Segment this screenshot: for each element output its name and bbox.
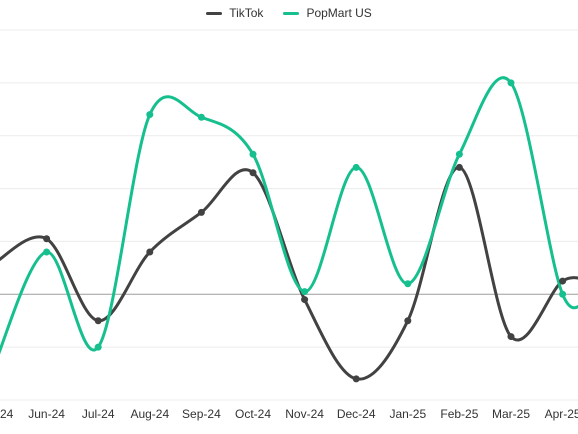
data-point-popmart-us-9 <box>455 150 463 158</box>
series-line-popmart-us <box>0 76 578 355</box>
data-point-tiktok-10 <box>507 333 515 341</box>
legend-item-popmart-us[interactable]: PopMart US <box>283 6 372 20</box>
x-tick-label: Jul-24 <box>82 407 115 421</box>
x-tick-label: Jan-25 <box>389 407 426 421</box>
data-point-popmart-us-2 <box>94 343 102 351</box>
data-point-tiktok-2 <box>94 317 102 325</box>
chart-legend: TikTok PopMart US <box>0 6 578 20</box>
data-point-popmart-us-6 <box>301 288 309 296</box>
data-point-popmart-us-8 <box>404 280 412 288</box>
x-tick-label: Dec-24 <box>337 407 376 421</box>
x-tick-label: Aug-24 <box>130 407 169 421</box>
data-point-popmart-us-11 <box>559 290 567 298</box>
data-point-tiktok-3 <box>146 248 154 256</box>
data-point-tiktok-9 <box>455 163 463 171</box>
x-tick-label: Nov-24 <box>285 407 324 421</box>
legend-label-tiktok: TikTok <box>229 6 264 20</box>
x-tick-label: Apr-25 <box>545 407 578 421</box>
data-point-tiktok-8 <box>404 317 412 325</box>
data-point-tiktok-11 <box>559 277 567 285</box>
x-tick-label: Jun-24 <box>28 407 65 421</box>
data-point-popmart-us-4 <box>197 113 205 121</box>
legend-label-popmart-us: PopMart US <box>306 6 372 20</box>
data-point-popmart-us-1 <box>43 248 51 256</box>
x-tick-label: Feb-25 <box>440 407 478 421</box>
data-point-tiktok-7 <box>352 375 360 383</box>
x-tick-label: Sep-24 <box>182 407 221 421</box>
legend-item-tiktok[interactable]: TikTok <box>206 6 263 20</box>
data-point-popmart-us-3 <box>146 111 154 119</box>
data-point-tiktok-4 <box>197 208 205 216</box>
data-point-popmart-us-5 <box>249 150 257 158</box>
data-point-popmart-us-7 <box>352 163 360 171</box>
data-point-popmart-us-10 <box>507 79 515 87</box>
x-tick-label: 24 <box>0 407 14 421</box>
x-tick-label: Oct-24 <box>235 407 271 421</box>
data-point-tiktok-6 <box>301 296 309 304</box>
x-tick-label: Mar-25 <box>492 407 530 421</box>
data-point-tiktok-5 <box>249 169 257 177</box>
legend-swatch-popmart-us <box>283 11 300 15</box>
data-point-tiktok-1 <box>43 235 51 243</box>
legend-swatch-tiktok <box>206 11 223 15</box>
